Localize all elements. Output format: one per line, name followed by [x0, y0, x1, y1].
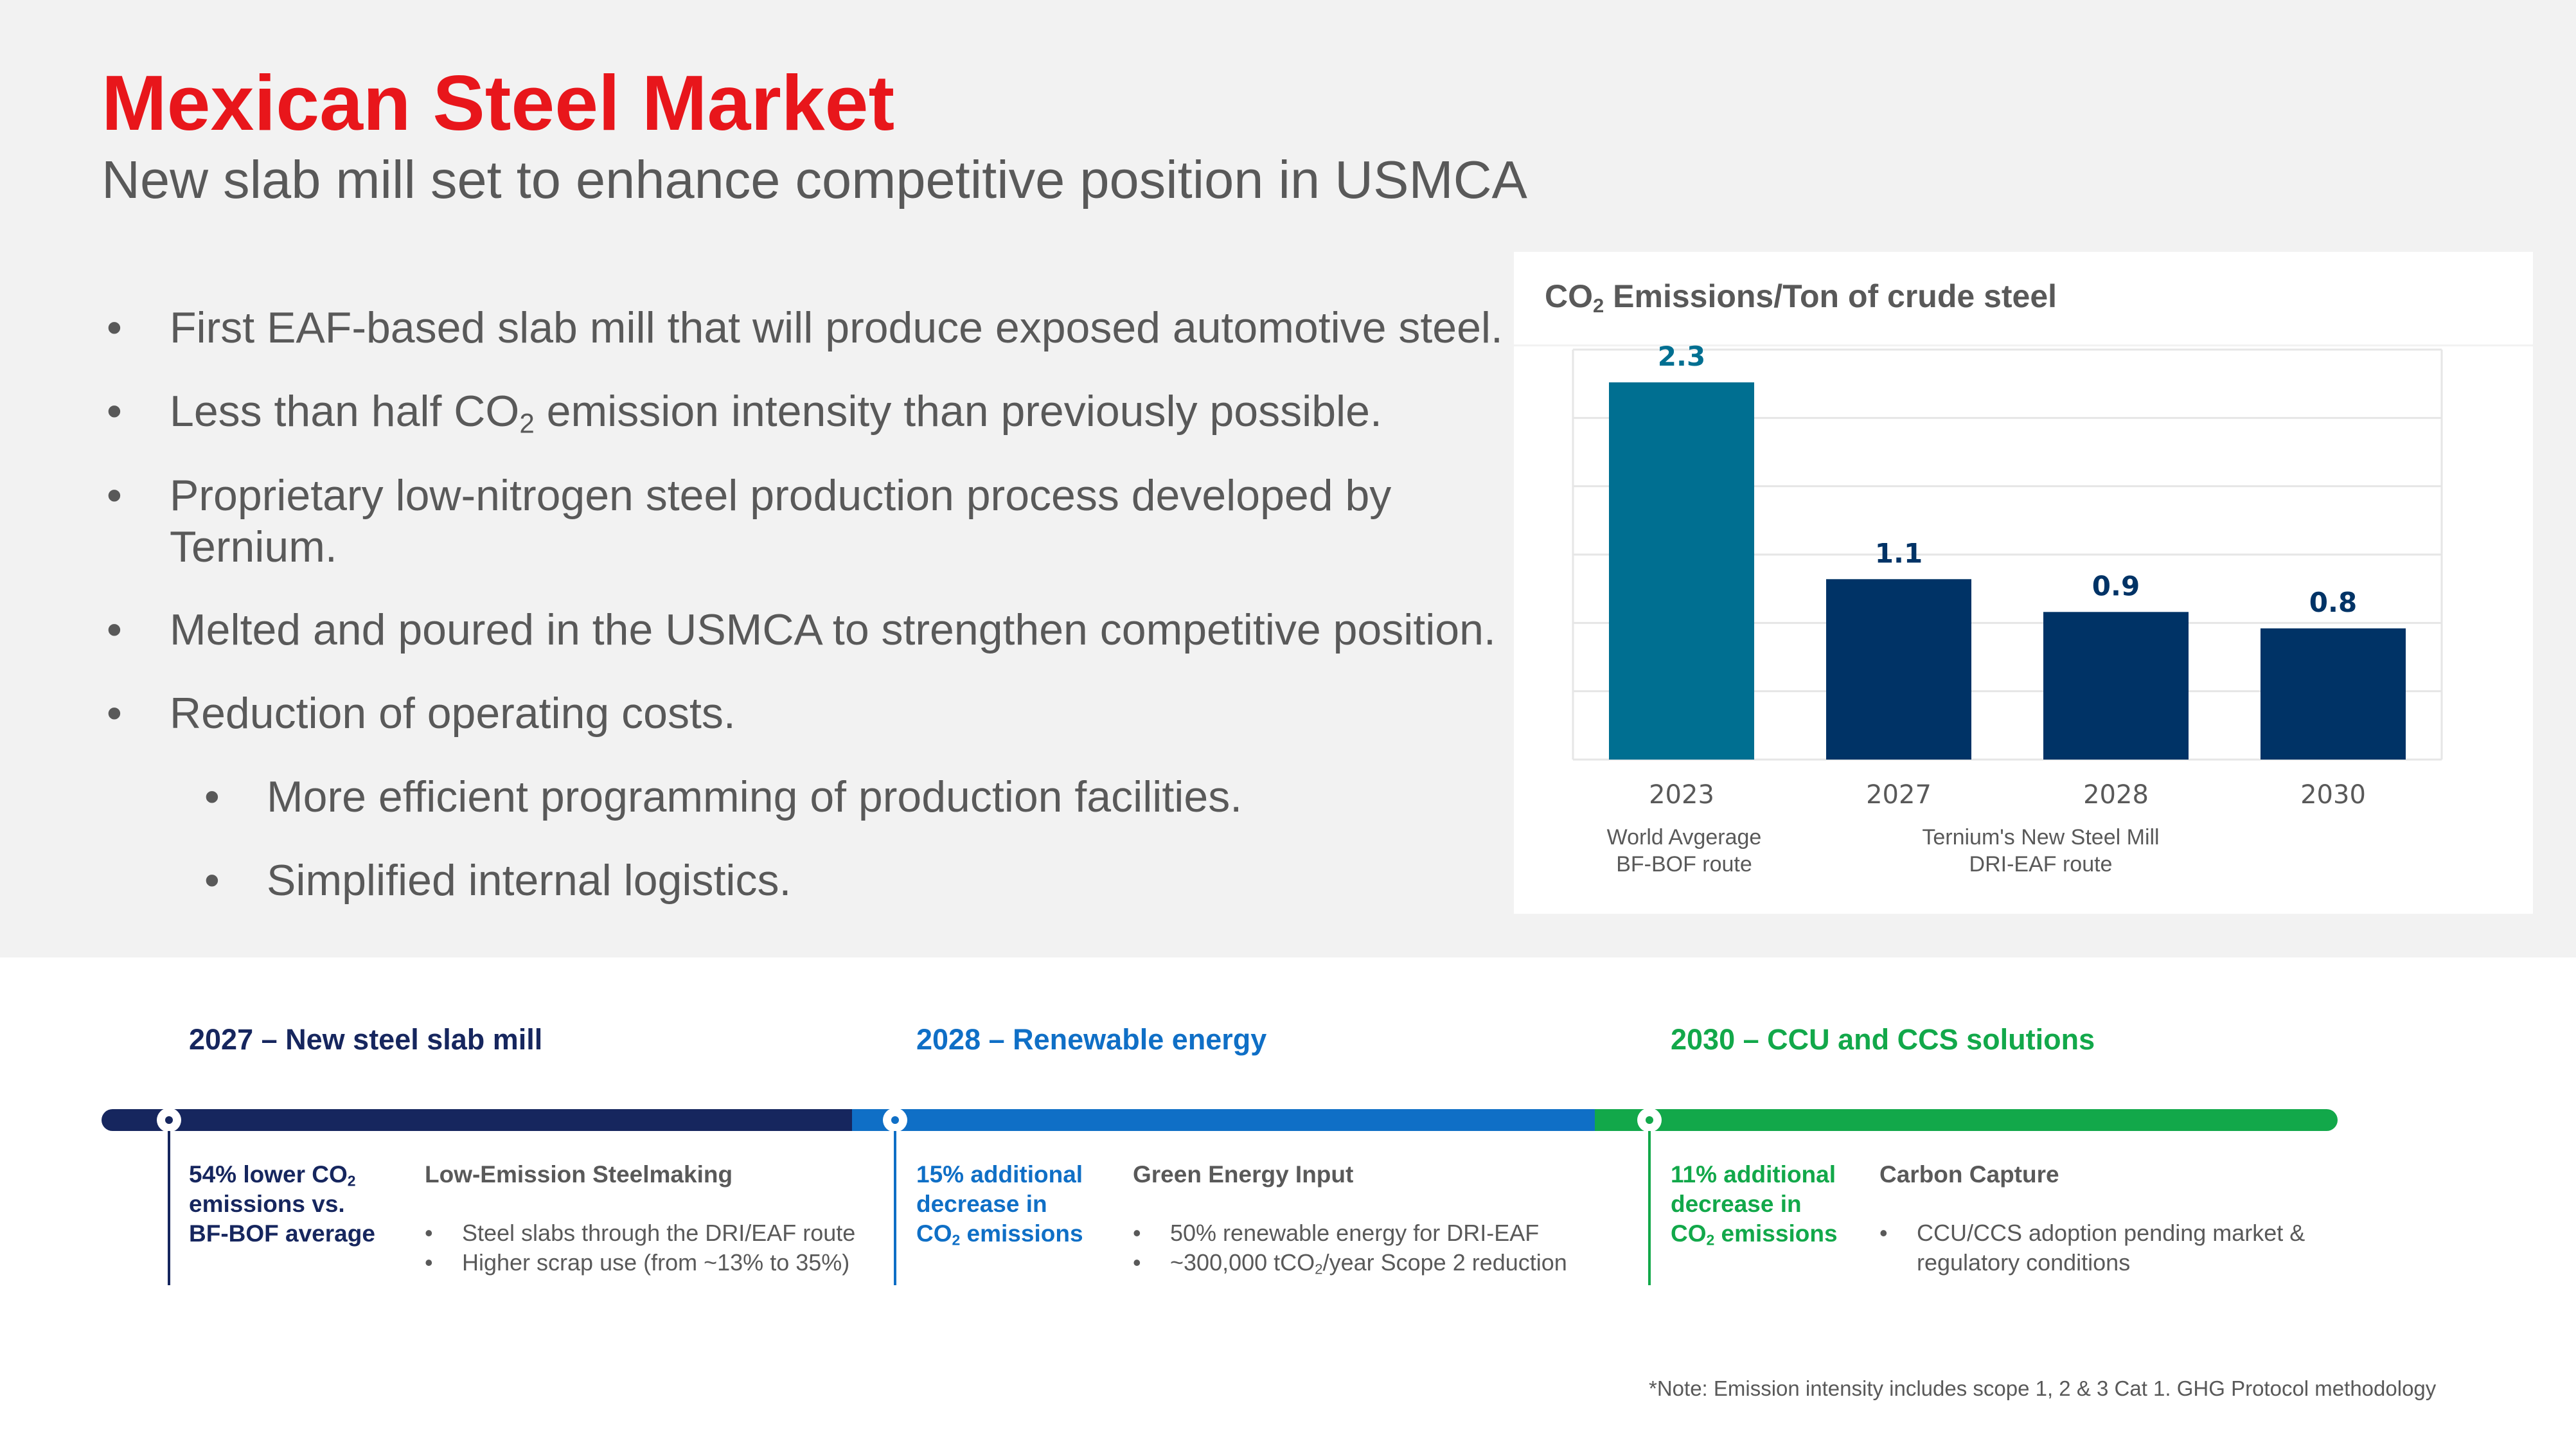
stage-metric-2028: 15% additional decrease in CO2 emissions — [916, 1161, 1083, 1249]
timeline-marker-2027 — [157, 1108, 181, 1132]
timeline-connector-2030 — [1648, 1131, 1651, 1285]
list-item: • Higher scrap use (from ~13% to 35%) — [425, 1249, 850, 1276]
data-label-2023: 2.3 — [1658, 341, 1705, 372]
stage-title-2027: 2027 – New steel slab mill — [189, 1023, 543, 1056]
stage-list-2030: • CCU/CCS adoption pending market & regula… — [1879, 1218, 2305, 1277]
stage-block-title-2027: Low-Emission Steelmaking — [425, 1161, 733, 1188]
bar-2028 — [2043, 612, 2189, 760]
footnote: *Note: Emission intensity includes scope… — [1649, 1376, 2437, 1400]
timeline-connector-2027 — [168, 1131, 170, 1285]
chart-title: CO2 Emissions/Ton of crude steel — [1545, 278, 2057, 317]
stage-block-title-2030: Carbon Capture — [1879, 1161, 2059, 1188]
stage-list-2027: • Steel slabs through the DRI/EAF route •… — [425, 1218, 855, 1277]
data-label-2027: 1.1 — [1875, 537, 1923, 569]
stage-title-2028: 2028 – Renewable energy — [916, 1023, 1267, 1056]
page-title: Mexican Steel Market — [102, 59, 895, 147]
emissions-bar-chart: 2.3 2023 1.1 2027 0.9 2028 0.8 2030 — [1572, 341, 2443, 810]
stage-list-2028: • 50% renewable energy for DRI-EAF • ~300,… — [1133, 1218, 1567, 1277]
timeline-marker-2028 — [883, 1108, 907, 1132]
stage-metric-2027: 54% lower CO2 emissions vs. BF-BOF avera… — [189, 1161, 375, 1247]
data-label-2028: 0.9 — [2092, 570, 2140, 601]
x-tick-label-2023: 2023 — [1649, 780, 1714, 810]
list-item: • 50% renewable energy for DRI-EAF — [1133, 1220, 1540, 1246]
timeline-segment-2028 — [852, 1109, 1597, 1131]
timeline-marker-2030 — [1637, 1108, 1662, 1132]
bar-2027 — [1826, 579, 1971, 760]
timeline-connector-2028 — [894, 1131, 896, 1285]
list-item: • Steel slabs through the DRI/EAF route — [425, 1220, 856, 1246]
group-label-world-average: World Avgerage BF-BOF route — [1606, 825, 1762, 877]
stage-metric-2030: 11% additional decrease in CO2 emissions — [1671, 1161, 1838, 1249]
stage-block-title-2028: Green Energy Input — [1133, 1161, 1354, 1188]
stage-title-2030: 2030 – CCU and CCS solutions — [1671, 1023, 2095, 1056]
timeline-segment-2030 — [1595, 1109, 2338, 1131]
page-subtitle: New slab mill set to enhance competitive… — [102, 150, 1527, 209]
x-tick-label-2030: 2030 — [2300, 780, 2366, 810]
data-label-2030: 0.8 — [2309, 587, 2357, 618]
bar-2023 — [1609, 382, 1754, 760]
group-label-ternium: Ternium's New Steel Mill DRI-EAF route — [1922, 825, 2160, 877]
list-item: • CCU/CCS adoption pending market & regula… — [1879, 1220, 2305, 1276]
bar-2030 — [2261, 628, 2406, 760]
chart-divider — [1514, 344, 2533, 346]
x-tick-label-2027: 2027 — [1866, 780, 1932, 810]
timeline-segment-2027 — [102, 1109, 873, 1131]
list-item: • ~300,000 tCO2/year Scope 2 reduction — [1133, 1249, 1567, 1277]
chart-card: CO2 Emissions/Ton of crude steel 2.3 2023… — [1514, 252, 2533, 914]
x-tick-label-2028: 2028 — [2083, 780, 2149, 810]
